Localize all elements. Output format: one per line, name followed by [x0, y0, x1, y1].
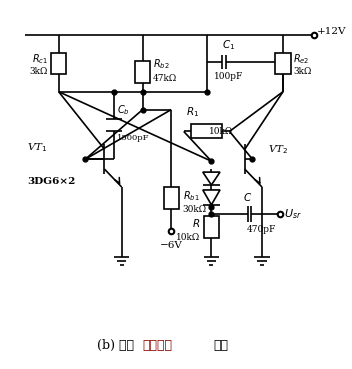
Text: −6V: −6V [160, 241, 183, 249]
Text: $R$: $R$ [192, 217, 200, 229]
Text: 电路: 电路 [213, 339, 228, 352]
Polygon shape [203, 190, 220, 205]
Bar [51, 52, 66, 74]
Text: 100pF: 100pF [214, 72, 244, 81]
Text: $R_{b1}$: $R_{b1}$ [183, 189, 200, 203]
Text: $C_b$: $C_b$ [117, 103, 130, 117]
Text: VT$_1$: VT$_1$ [27, 141, 48, 154]
Bar [164, 187, 179, 209]
Text: +12V: +12V [318, 27, 347, 36]
Text: $R_{e2}$: $R_{e2}$ [294, 52, 310, 66]
Polygon shape [203, 172, 220, 185]
Text: 离二极管: 离二极管 [143, 339, 173, 352]
Text: 47kΩ: 47kΩ [153, 74, 177, 83]
Text: VT$_2$: VT$_2$ [268, 143, 288, 156]
Text: 3kΩ: 3kΩ [294, 68, 312, 76]
Text: $R_{b2}$: $R_{b2}$ [153, 58, 170, 71]
Text: $C$: $C$ [243, 191, 252, 203]
Bar [191, 124, 222, 138]
Text: 10kΩ: 10kΩ [176, 232, 200, 242]
Text: $R_{c1}$: $R_{c1}$ [32, 52, 48, 66]
Text: 30kΩ: 30kΩ [183, 205, 207, 214]
Text: 1500pF: 1500pF [117, 134, 149, 142]
Text: 3DG6×2: 3DG6×2 [27, 176, 76, 186]
Text: $R_1$: $R_1$ [186, 106, 199, 120]
Text: 3kΩ: 3kΩ [30, 68, 48, 76]
Text: $U_{sr}$: $U_{sr}$ [284, 207, 302, 221]
Text: (b) 有隔: (b) 有隔 [97, 339, 134, 352]
Text: 10kΩ: 10kΩ [208, 127, 233, 136]
Bar [204, 216, 219, 238]
Bar [135, 61, 150, 83]
Text: 470pF: 470pF [246, 225, 276, 234]
Text: $C_1$: $C_1$ [222, 38, 235, 52]
Bar [275, 52, 291, 74]
